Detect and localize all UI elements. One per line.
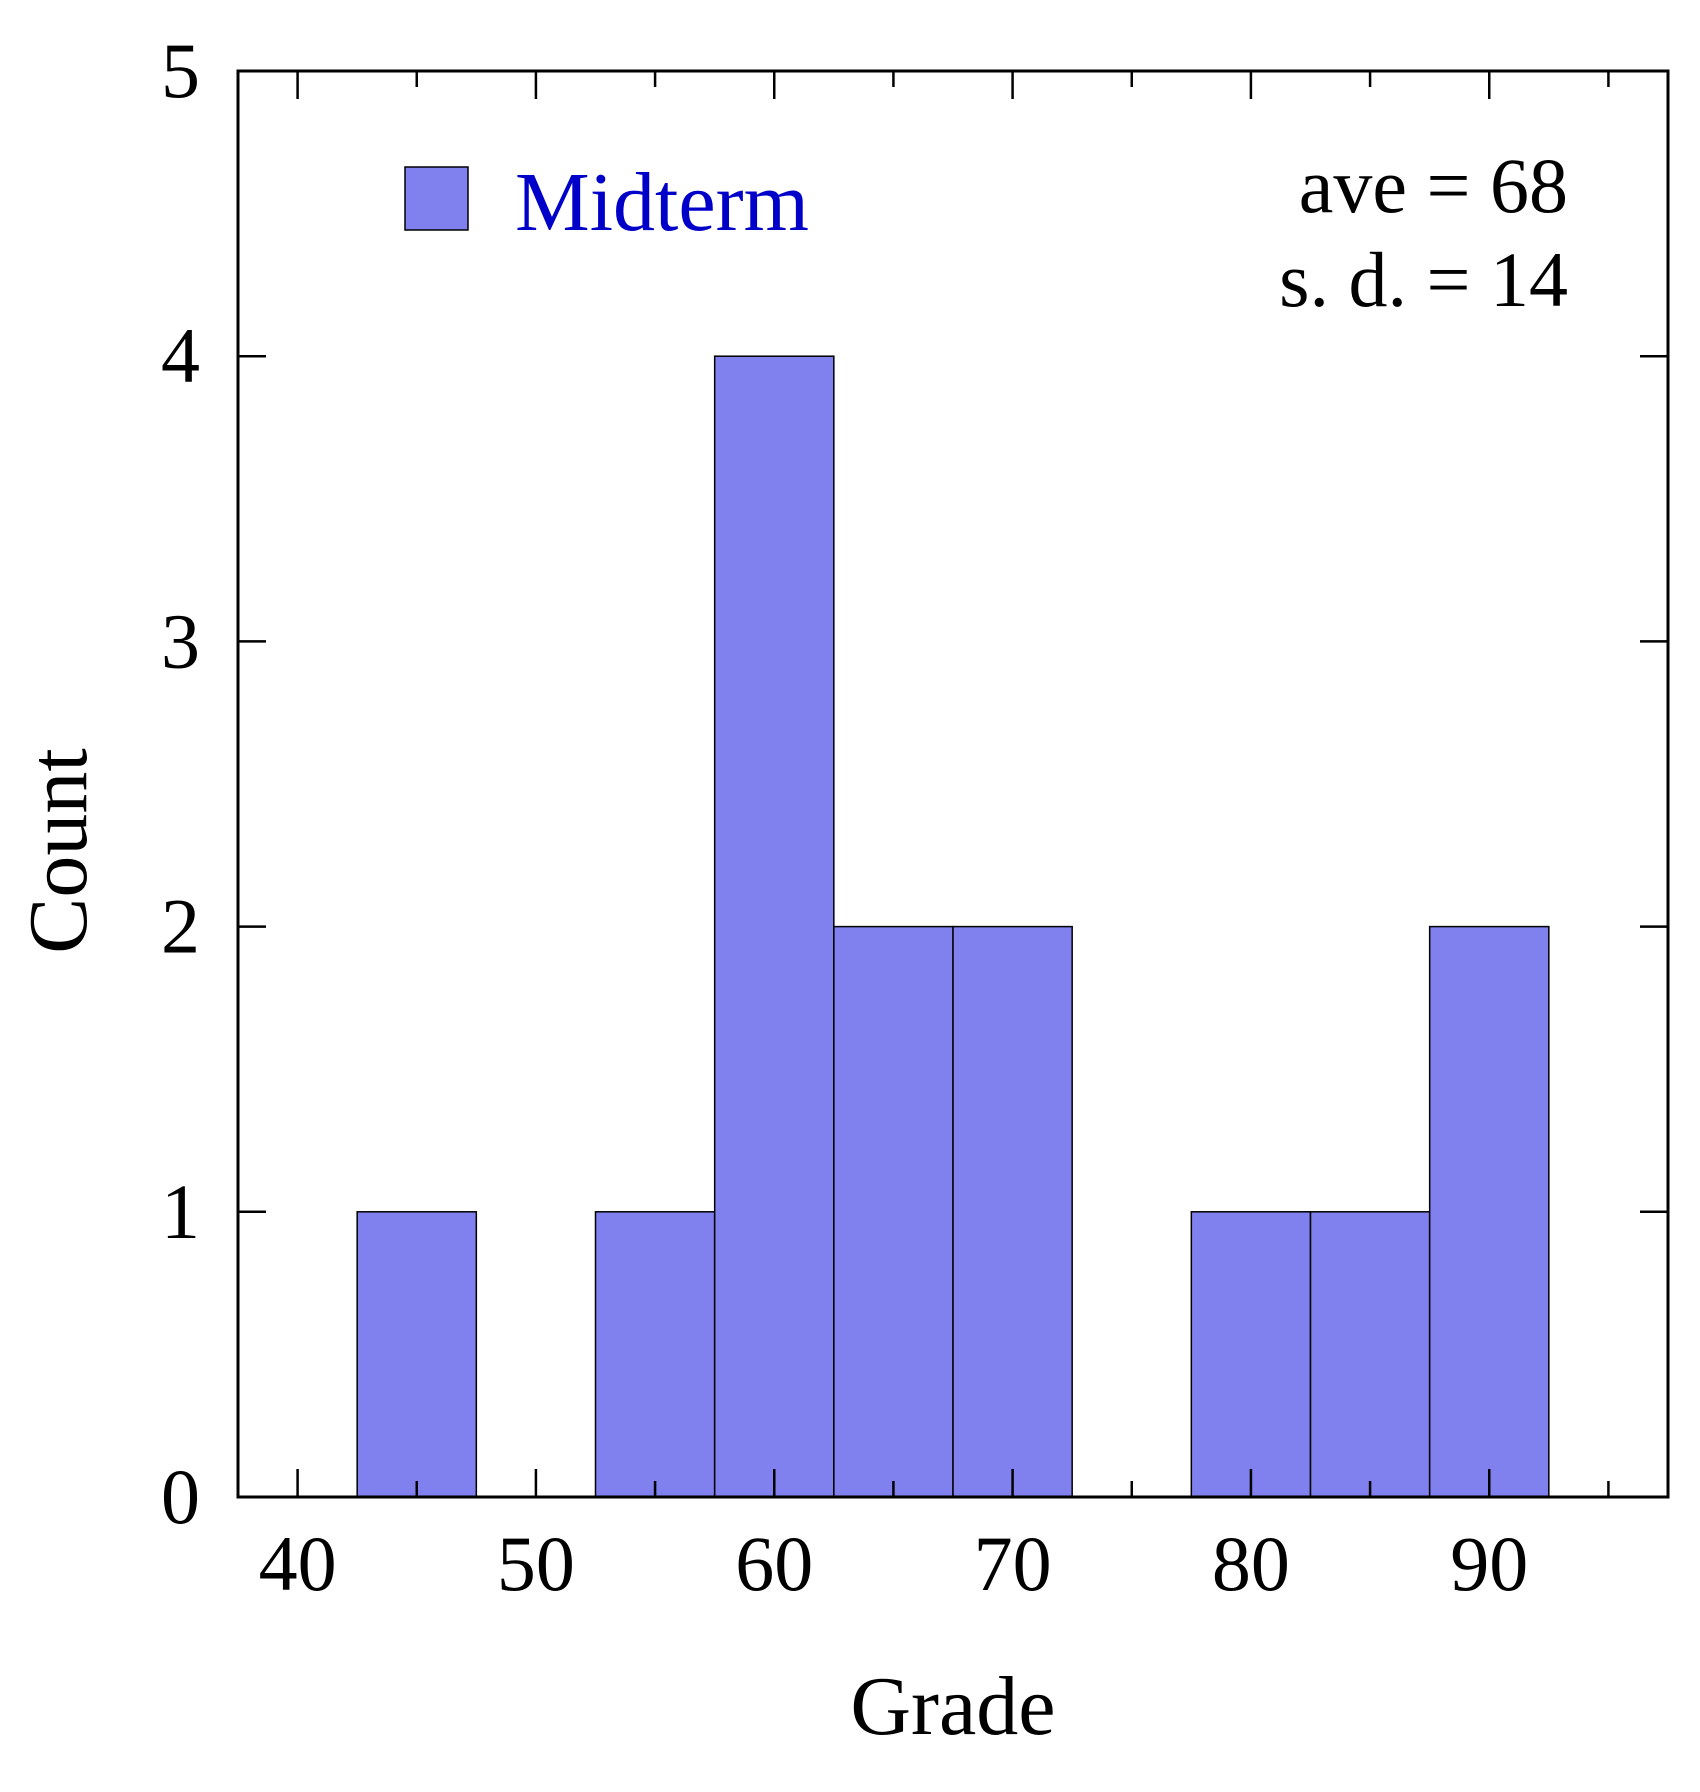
x-tick-label-60: 60 [735,1520,813,1607]
bar-65 [833,925,954,1498]
legend-label-midterm: Midterm [515,156,809,249]
bars-group [356,355,1550,1498]
stats-annotation: ave = 68 s. d. = 14 [1279,142,1568,323]
plot-frame [236,69,1670,1499]
x-axis-label: Grade [850,1660,1055,1753]
x-tick-labels: 40 50 60 70 80 90 [259,1520,1529,1607]
bar-60 [713,355,835,1498]
y-tick-labels: 0 1 2 3 4 5 [161,27,200,1540]
bar-45 [356,1211,478,1498]
y-tick-label-3: 3 [161,597,200,684]
bar-90 [1428,925,1550,1498]
bar-85 [1309,1211,1431,1498]
x-tick-label-40: 40 [259,1520,337,1607]
y-tick-label-0: 0 [161,1453,200,1540]
y-tick-label-1: 1 [161,1168,200,1255]
y-axis-label: Count [12,748,105,953]
legend-swatch-midterm [404,166,469,231]
bar-70 [952,925,1073,1498]
bar-55 [594,1211,716,1498]
y-tick-label-2: 2 [161,883,200,970]
average-annotation: ave = 68 [1299,142,1568,229]
legend: Midterm [404,156,809,249]
x-tick-label-50: 50 [497,1520,575,1607]
bar-80 [1190,1211,1312,1498]
x-tick-label-80: 80 [1212,1520,1290,1607]
y-tick-label-4: 4 [161,312,200,399]
x-tick-label-90: 90 [1450,1520,1528,1607]
std-dev-annotation: s. d. = 14 [1279,236,1568,323]
y-tick-label-5: 5 [161,27,200,114]
x-tick-label-70: 70 [974,1520,1052,1607]
